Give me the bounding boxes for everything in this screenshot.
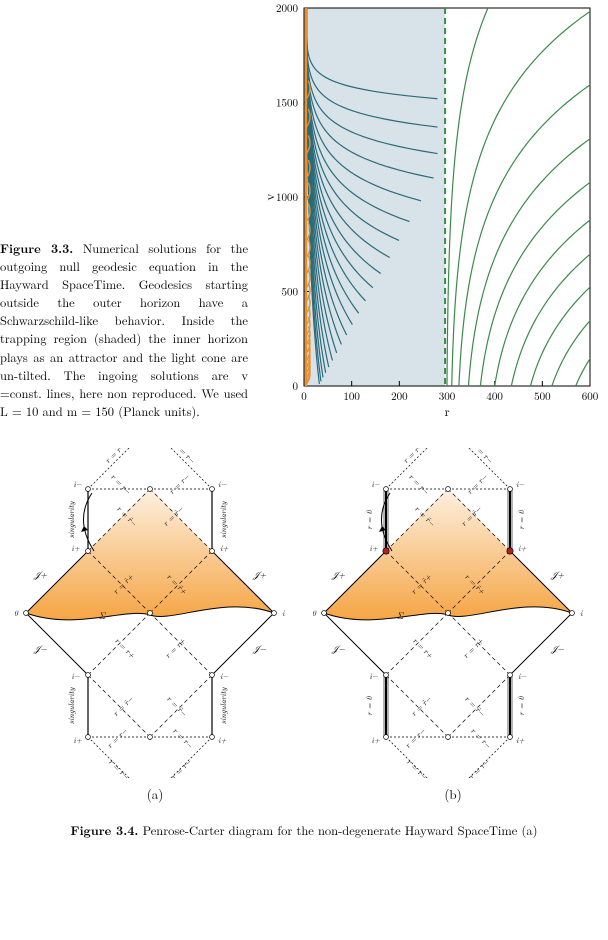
svg-text:𝒥+: 𝒥+ — [33, 568, 47, 581]
svg-text:i−: i− — [518, 671, 527, 682]
svg-text:r = 0: r = 0 — [364, 509, 375, 529]
svg-text:r: r — [444, 401, 449, 420]
geodesic-chart: 01002003004005006000500100015002000rv — [260, 0, 598, 420]
svg-text:i+: i+ — [71, 543, 80, 554]
svg-text:r = r+: r = r+ — [163, 636, 188, 661]
penrose-diagram-a: Σi0i0i+i+i−i−i−i−i+i+i+i+𝒥+𝒥+𝒥−𝒥−r = r−r… — [15, 448, 285, 778]
svg-text:singularity: singularity — [66, 501, 77, 539]
penrose-diagram-b: Σi0i0i+i+i−i−i−i−i+i+i+i+𝒥+𝒥+𝒥−𝒥−r = r−r… — [313, 448, 583, 778]
svg-text:r = r+: r = r+ — [112, 636, 137, 661]
svg-text:singularity: singularity — [218, 501, 229, 539]
svg-text:r = r−: r = r− — [167, 472, 192, 497]
figure-3-4-label: Figure 3.4. — [71, 821, 139, 839]
svg-text:100: 100 — [343, 389, 360, 404]
svg-text:r = r−: r = r− — [169, 757, 194, 778]
svg-text:1500: 1500 — [276, 96, 298, 111]
svg-text:i0: i0 — [580, 608, 583, 619]
svg-text:i−: i− — [516, 479, 525, 490]
svg-text:r = 0: r = 0 — [516, 509, 527, 529]
svg-text:i−: i− — [218, 479, 227, 490]
figure-3-3-label: Figure 3.3. — [0, 239, 73, 257]
figure-3-4-text: Penrose-Carter diagram for the non-degen… — [143, 821, 538, 839]
svg-text:𝒥−: 𝒥− — [252, 642, 266, 655]
svg-text:600: 600 — [582, 389, 598, 404]
svg-text:𝒥+: 𝒥+ — [331, 568, 345, 581]
svg-text:r = r+: r = r+ — [410, 636, 435, 661]
svg-text:r = r−: r = r− — [172, 448, 197, 466]
figure-3-4-caption: Figure 3.4. Penrose-Carter diagram for t… — [0, 803, 608, 839]
svg-text:r = r−: r = r− — [401, 448, 426, 466]
svg-text:r = r̃−: r = r̃− — [111, 694, 136, 719]
svg-text:r = r−: r = r− — [106, 757, 131, 778]
svg-text:1000: 1000 — [276, 190, 298, 205]
svg-text:singularity: singularity — [66, 687, 77, 725]
svg-text:𝒥+: 𝒥+ — [252, 568, 266, 581]
svg-text:r = r−: r = r− — [406, 472, 431, 497]
figure-3-3-caption: Figure 3.3. Numerical solutions for the … — [0, 239, 260, 420]
svg-text:i+: i+ — [73, 735, 82, 746]
svg-text:r = r̃−: r = r̃− — [462, 694, 487, 719]
svg-text:r = 0: r = 0 — [364, 695, 375, 715]
svg-text:i+: i+ — [218, 735, 227, 746]
svg-text:r = r−: r = r− — [467, 757, 492, 778]
svg-text:i+: i+ — [371, 735, 380, 746]
svg-text:i+: i+ — [518, 543, 527, 554]
svg-text:0: 0 — [301, 389, 307, 404]
svg-text:singularity: singularity — [218, 687, 229, 725]
svg-text:r = r−: r = r− — [403, 726, 428, 751]
svg-text:v: v — [260, 193, 278, 200]
svg-text:r = r+: r = r+ — [461, 636, 486, 661]
svg-text:i0: i0 — [313, 608, 317, 619]
svg-text:500: 500 — [282, 285, 299, 300]
subcaption-a: (a) — [15, 784, 295, 803]
svg-text:r = r−: r = r− — [103, 448, 128, 466]
figure-3-3-text: Numerical solutions for the outgoing nul… — [0, 239, 248, 420]
svg-text:r = r−: r = r− — [108, 472, 133, 497]
svg-text:i0: i0 — [282, 608, 285, 619]
svg-text:r = r̃−: r = r̃− — [164, 694, 189, 719]
svg-text:r = r−: r = r− — [468, 726, 493, 751]
svg-text:i+: i+ — [220, 543, 229, 554]
svg-text:0: 0 — [293, 379, 299, 394]
svg-text:400: 400 — [486, 389, 503, 404]
svg-text:𝒥+: 𝒥+ — [550, 568, 564, 581]
svg-text:i−: i− — [369, 671, 378, 682]
svg-text:r = r−: r = r− — [465, 472, 490, 497]
svg-text:200: 200 — [391, 389, 408, 404]
svg-text:𝒥−: 𝒥− — [550, 642, 564, 655]
svg-text:500: 500 — [534, 389, 551, 404]
svg-text:r = r−: r = r− — [404, 757, 429, 778]
svg-text:i+: i+ — [369, 543, 378, 554]
svg-text:i+: i+ — [516, 735, 525, 746]
svg-text:𝒥−: 𝒥− — [331, 642, 345, 655]
svg-text:r = r̃−: r = r̃− — [409, 694, 434, 719]
subcaption-b: (b) — [313, 784, 593, 803]
svg-text:r = r−: r = r− — [105, 726, 130, 751]
svg-text:r = r−: r = r− — [470, 448, 495, 466]
svg-text:2000: 2000 — [276, 1, 298, 16]
svg-text:i−: i− — [371, 479, 380, 490]
svg-text:i0: i0 — [15, 608, 19, 619]
svg-text:r = r−: r = r− — [170, 726, 195, 751]
svg-text:i−: i− — [220, 671, 229, 682]
svg-text:r = 0: r = 0 — [516, 695, 527, 715]
svg-text:𝒥−: 𝒥− — [33, 642, 47, 655]
svg-text:i−: i− — [71, 671, 80, 682]
svg-text:i−: i− — [73, 479, 82, 490]
